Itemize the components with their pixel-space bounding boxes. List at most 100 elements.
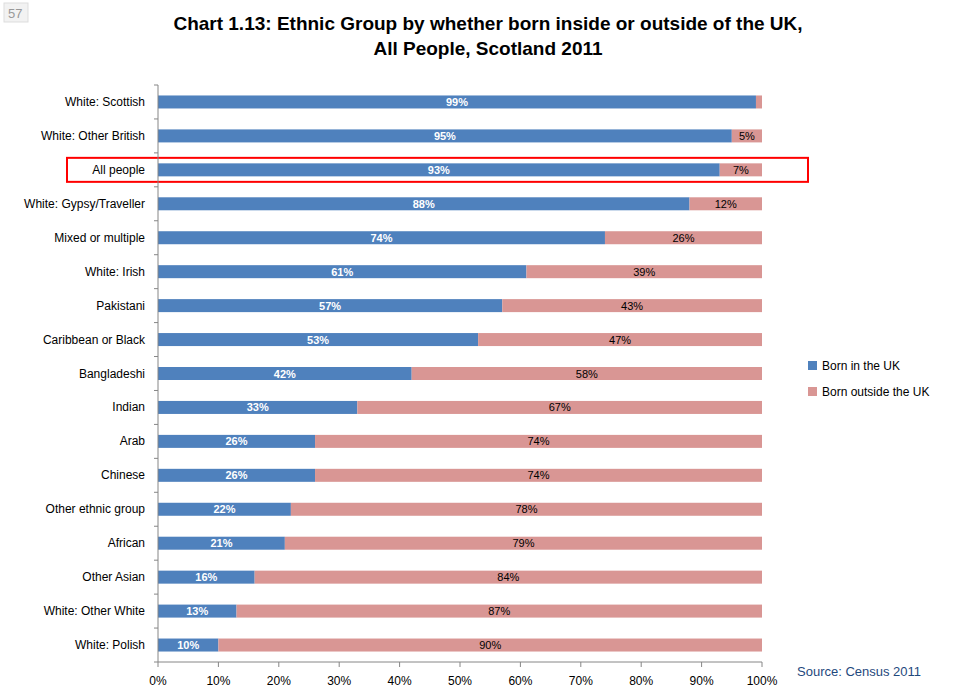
bar [315, 469, 762, 482]
category-label: White: Polish [75, 638, 145, 652]
bar [237, 605, 762, 618]
category-label: Pakistani [96, 299, 145, 313]
category-tick [154, 254, 158, 255]
data-label: 5% [739, 130, 755, 142]
bar [158, 435, 315, 448]
chart: 57 Chart 1.13: Ethnic Group by whether bo… [0, 0, 976, 700]
data-labels: 99%95%5%93%7%88%12%74%26%61%39%57%43%53%… [177, 96, 755, 651]
category-tick [154, 458, 158, 459]
bar [158, 299, 502, 312]
category-tick [154, 594, 158, 595]
bar [158, 163, 720, 176]
bar [315, 435, 762, 448]
x-tick-label: 80% [629, 674, 653, 688]
x-tick [218, 662, 219, 667]
bar [158, 401, 357, 414]
bar [158, 503, 291, 516]
category-tick [154, 152, 158, 153]
bar [756, 95, 762, 108]
data-label: 74% [528, 469, 550, 481]
x-tick [278, 662, 279, 667]
bar [158, 639, 218, 652]
category-tick [154, 288, 158, 289]
category-tick [154, 662, 158, 663]
bar [502, 299, 762, 312]
title: All People, Scotland 2011 [373, 38, 603, 59]
category-label: All people [92, 163, 145, 177]
data-label: 22% [213, 503, 235, 515]
x-tick [520, 662, 521, 667]
y-axis [158, 85, 159, 662]
data-label: 74% [528, 435, 550, 447]
data-label: 93% [428, 164, 450, 176]
x-tick [580, 662, 581, 667]
data-label: 12% [715, 198, 737, 210]
data-label: 39% [633, 266, 655, 278]
bar [158, 537, 285, 550]
category-label: White: Irish [85, 265, 145, 279]
category-label: Mixed or multiple [54, 231, 145, 245]
category-label: White: Gypsy/Traveller [24, 197, 145, 211]
x-tick-label: 50% [448, 674, 472, 688]
bar [412, 367, 762, 380]
category-tick [154, 322, 158, 323]
category-label: African [108, 536, 145, 550]
bars [158, 95, 762, 651]
data-label: 87% [488, 605, 510, 617]
x-tick-label: 30% [327, 674, 351, 688]
x-tick [701, 662, 702, 667]
bar [158, 197, 690, 210]
bar [478, 333, 762, 346]
data-label: 13% [186, 605, 208, 617]
data-label: 90% [479, 639, 501, 651]
category-tick [154, 492, 158, 493]
data-label: 42% [274, 368, 296, 380]
x-tick [641, 662, 642, 667]
data-label: 74% [370, 232, 392, 244]
bar [255, 571, 762, 584]
category-label: White: Other White [44, 604, 146, 618]
bar [158, 571, 255, 584]
category-label: White: Scottish [65, 95, 145, 109]
data-label: 10% [177, 639, 199, 651]
highlight-box [67, 158, 808, 182]
legend-swatch [808, 361, 817, 370]
bar [690, 197, 762, 210]
data-label: 26% [226, 469, 248, 481]
bar [291, 503, 762, 516]
bar [720, 163, 762, 176]
category-tick [154, 526, 158, 527]
x-tick-label: 60% [508, 674, 532, 688]
x-tick-label: 70% [569, 674, 593, 688]
bar [158, 265, 526, 278]
x-tick-label: 40% [388, 674, 412, 688]
data-label: 58% [576, 368, 598, 380]
category-tick [154, 560, 158, 561]
bar [158, 367, 412, 380]
legend-label: Born in the UK [822, 359, 900, 373]
bar [158, 129, 732, 142]
page-number: 57 [8, 6, 22, 21]
category-tick [154, 628, 158, 629]
data-label: 57% [319, 300, 341, 312]
bar [285, 537, 762, 550]
x-tick [762, 662, 763, 667]
bar [357, 401, 762, 414]
title: Chart 1.13: Ethnic Group by whether born… [173, 13, 802, 34]
data-label: 47% [609, 334, 631, 346]
x-tick [399, 662, 400, 667]
bar [158, 95, 756, 108]
data-label: 26% [672, 232, 694, 244]
x-tick-label: 90% [690, 674, 714, 688]
x-tick-label: 100% [747, 674, 778, 688]
data-label: 33% [247, 401, 269, 413]
category-tick [154, 356, 158, 357]
data-label: 61% [331, 266, 353, 278]
data-label: 26% [226, 435, 248, 447]
bar [158, 333, 478, 346]
data-label: 99% [446, 96, 468, 108]
category-label: Other Asian [82, 570, 145, 584]
legend-swatch [808, 387, 817, 396]
x-tick [460, 662, 461, 667]
x-tick-label: 0% [149, 674, 167, 688]
